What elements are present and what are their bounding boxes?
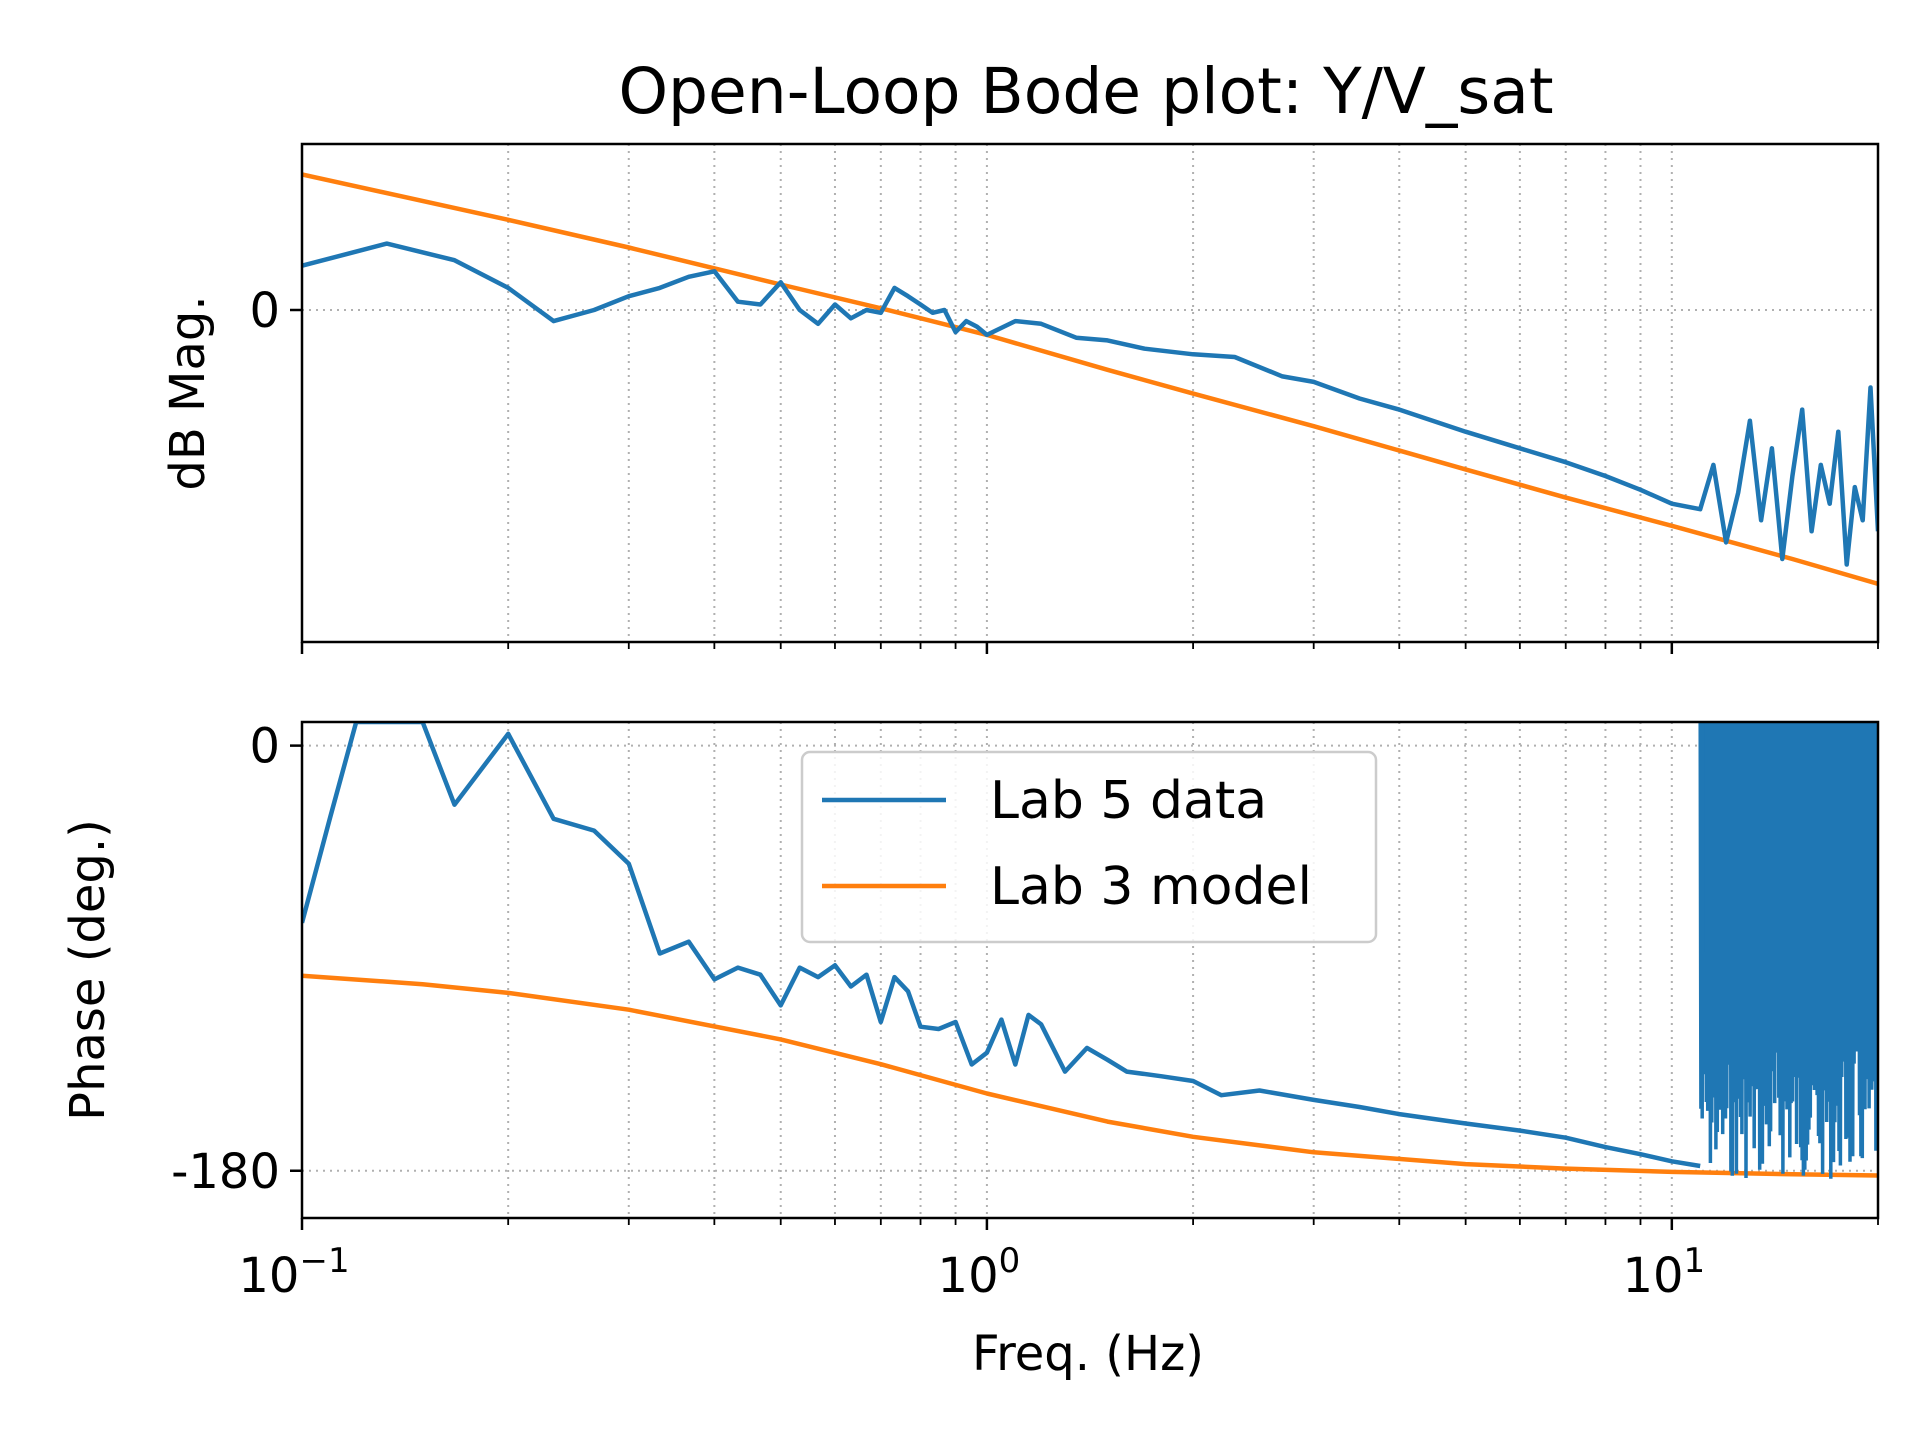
phase-noise-band: [1698, 722, 1878, 1179]
x-tick-base: 10: [238, 1248, 299, 1304]
phase-ylabel: Phase (deg.): [60, 819, 116, 1121]
phase-frame: [300, 720, 1880, 1220]
x-tick-label: 101: [1622, 1241, 1705, 1304]
phase-noise-fill: [1704, 722, 1878, 952]
phase-ytick-label: -180: [171, 1144, 280, 1200]
magnitude-frame: [300, 142, 1880, 644]
magnitude-panel: 0 dB Mag.: [160, 142, 1880, 654]
legend-label-model: Lab 3 model: [990, 857, 1312, 917]
legend: Lab 5 data Lab 3 model: [800, 750, 1378, 944]
phase-panel: 0 -180 Phase (deg.) Lab 5 data Lab 3 mode…: [60, 719, 1880, 1230]
x-tick-exponent: −1: [299, 1241, 349, 1281]
magnitude-line-model: [302, 172, 1878, 587]
x-axis-label: Freq. (Hz): [972, 1326, 1204, 1382]
phase-lines: [302, 722, 1878, 1179]
chart-title: Open-Loop Bode plot: Y/V_sat: [618, 55, 1553, 128]
x-tick-label: 10−1: [238, 1241, 349, 1304]
x-tick-label: 100: [938, 1241, 1021, 1304]
phase-line-model: [302, 973, 1878, 1178]
legend-label-data: Lab 5 data: [990, 771, 1267, 831]
phase-ticks: 0 -180: [171, 719, 1879, 1230]
magnitude-ytick-label: 0: [249, 283, 280, 339]
magnitude-lines: [302, 172, 1878, 587]
x-tick-labels: 10−1 100 101: [238, 1241, 1705, 1304]
magnitude-grid: [302, 144, 1878, 642]
phase-line-data: [302, 722, 1701, 1169]
x-tick-base: 10: [1622, 1248, 1683, 1304]
phase-ytick-label: 0: [249, 719, 280, 775]
x-tick-exponent: 1: [1684, 1241, 1706, 1281]
x-tick-exponent: 0: [999, 1241, 1021, 1281]
x-tick-base: 10: [938, 1248, 999, 1304]
magnitude-line-data: [302, 241, 1878, 567]
magnitude-ylabel: dB Mag.: [160, 295, 216, 490]
magnitude-ticks: 0: [249, 283, 1879, 654]
